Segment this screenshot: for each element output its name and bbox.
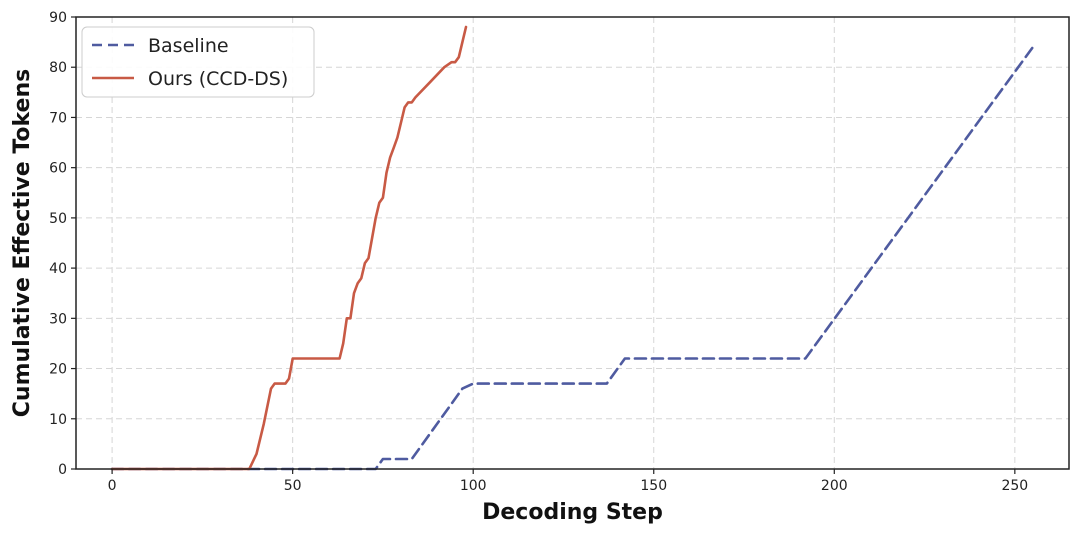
x-axis-title: Decoding Step [482, 500, 663, 525]
series-lines [110, 25, 1035, 471]
legend-label: Baseline [148, 35, 229, 57]
y-tick-label: 50 [49, 211, 67, 227]
y-tick-label: 0 [58, 462, 67, 478]
y-tick-label: 10 [49, 412, 67, 428]
x-tick-label: 0 [108, 478, 117, 494]
x-tick-label: 100 [460, 478, 487, 494]
x-tick-label: 200 [821, 478, 848, 494]
x-tick-label: 250 [1001, 478, 1028, 494]
y-tick-label: 60 [49, 161, 67, 177]
y-tick-label: 70 [49, 110, 67, 126]
legend-label: Ours (CCD-DS) [148, 68, 288, 90]
x-tick-label: 150 [640, 478, 667, 494]
axis-ticks: 0 50 100 150 200 250 0 10 20 30 40 50 60 70 80 90 [49, 10, 1028, 494]
y-axis-title: Cumulative Effective Tokens [10, 69, 35, 417]
y-tick-label: 20 [49, 362, 67, 378]
y-tick-label: 90 [49, 10, 67, 26]
legend: Baseline Ours (CCD-DS) [81, 26, 315, 98]
series-line-ours [110, 25, 468, 471]
y-tick-label: 80 [49, 60, 67, 76]
plot-frame [75, 16, 1070, 470]
y-tick-label: 30 [49, 311, 67, 327]
x-tick-label: 50 [284, 478, 302, 494]
y-tick-label: 40 [49, 261, 67, 277]
series-line-baseline [110, 45, 1035, 471]
legend-box [81, 26, 315, 98]
